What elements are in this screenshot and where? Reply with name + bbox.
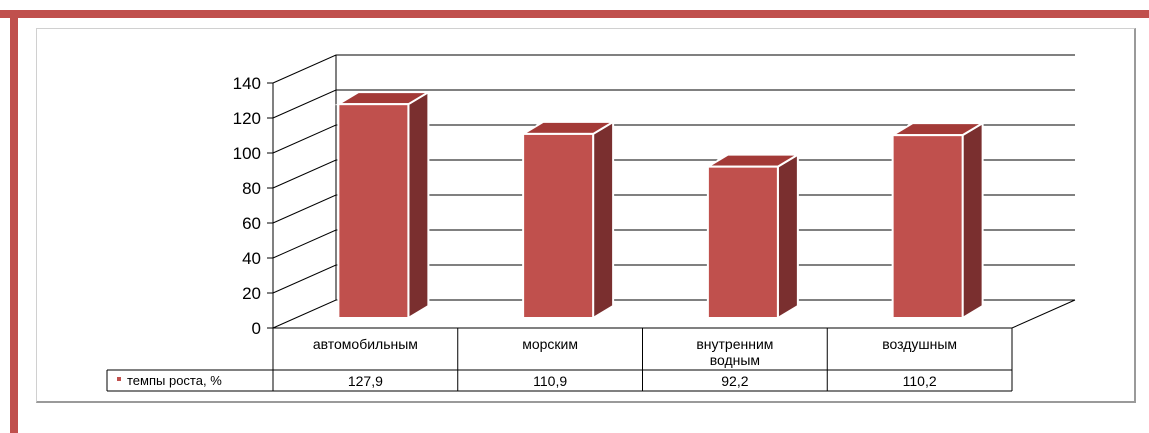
y-tick-label: 140 [233, 74, 261, 93]
gridline [272, 124, 1075, 154]
y-axis-ticks: 0 20 40 60 80 100 120 140 [233, 74, 273, 338]
bar [522, 132, 595, 319]
gridline [272, 89, 1075, 119]
x-category-label: автомобильным [313, 336, 418, 352]
frame-top-border [0, 10, 1149, 18]
bar [337, 103, 410, 319]
x-category-label: водным [710, 352, 760, 368]
bar [891, 134, 964, 319]
bar [706, 165, 779, 319]
bars [334, 90, 987, 320]
bar-side [407, 90, 430, 320]
bar-side [776, 152, 799, 320]
y-tick-label: 20 [242, 284, 261, 303]
legend-key [117, 377, 121, 381]
data-value-label: 127,9 [348, 373, 383, 389]
data-value-label: 92,2 [721, 373, 748, 389]
gridline [272, 194, 1075, 224]
y-tick-label: 120 [233, 109, 261, 128]
x-category-label: воздушным [882, 336, 957, 352]
y-tick-label: 40 [242, 249, 261, 268]
data-value-label: 110,9 [533, 373, 567, 389]
gridlines [272, 54, 1076, 329]
legend-label: темпы роста, % [127, 373, 222, 388]
y-tick-label: 60 [242, 214, 261, 233]
y-tick-label: 0 [252, 319, 261, 338]
y-tick-label: 80 [242, 179, 261, 198]
gridline [272, 299, 1075, 329]
y-tick-label: 100 [233, 144, 261, 163]
frame-left-border [10, 10, 18, 433]
gridline [272, 229, 1075, 259]
gridline [272, 264, 1075, 294]
x-category-label: внутренним [696, 336, 773, 352]
gridline [272, 159, 1075, 189]
gridline [272, 54, 1075, 84]
bar-side [961, 121, 984, 320]
data-value-label: 110,2 [903, 373, 937, 389]
x-category-label: морским [522, 336, 578, 352]
bar-side [592, 120, 615, 320]
